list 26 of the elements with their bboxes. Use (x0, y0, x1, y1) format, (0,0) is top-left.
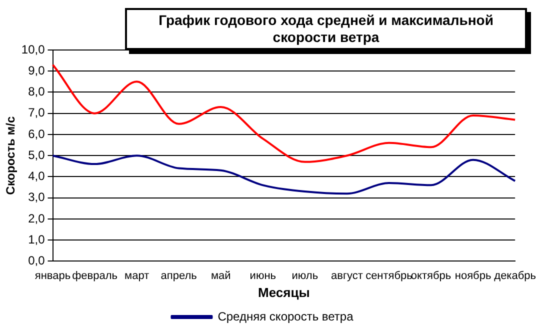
y-tick-label: 5,0 (28, 148, 46, 162)
y-tick-label: 4,0 (28, 169, 46, 184)
y-tick-label: 7,0 (28, 106, 46, 120)
y-tick-label: 2,0 (28, 211, 46, 226)
x-axis-title: Месяцы (258, 284, 310, 300)
x-tick-label: январь (34, 270, 71, 282)
x-tick-label: октябрь (410, 270, 452, 282)
x-tick-label: май (210, 270, 231, 282)
y-tick-label: 8,0 (28, 84, 46, 99)
x-tick-label: апрель (160, 270, 198, 282)
x-tick-label: февраль (72, 270, 118, 282)
x-tick-label: июнь (250, 270, 276, 282)
y-tick-label: 9,0 (28, 63, 46, 78)
y-tick-label: 1,0 (28, 232, 46, 246)
x-tick-label: март (124, 270, 150, 282)
y-tick-label: 0,0 (28, 254, 46, 268)
x-tick-label: сентябрь (366, 270, 413, 282)
legend-label: Средняя скорость ветра (218, 309, 354, 324)
x-tick-label: ноябрь (454, 270, 492, 282)
x-tick-label: август (331, 270, 363, 282)
x-tick-label: декабрь (494, 270, 536, 282)
y-tick-label: 3,0 (28, 190, 46, 204)
y-tick-label: 6,0 (28, 126, 46, 141)
y-tick-label: 10,0 (21, 42, 46, 56)
y-axis-title: Скорость м/с (4, 116, 18, 195)
x-tick-label: июль (292, 270, 318, 282)
